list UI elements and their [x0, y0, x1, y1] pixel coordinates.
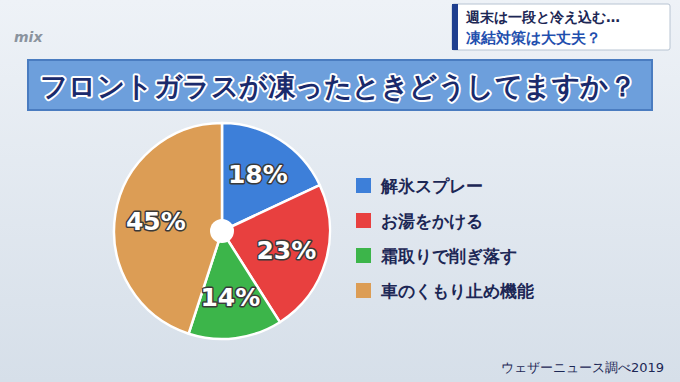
data-label: 18% — [228, 160, 288, 189]
slices — [114, 123, 330, 339]
logo: mix — [14, 29, 43, 45]
banner-box — [452, 4, 670, 50]
banner-line: 週末は一段と冷え込む… — [465, 9, 620, 25]
legend-swatch — [356, 213, 371, 228]
legend-label: 霜取りで削ぎ落す — [380, 246, 517, 266]
data-labels: 18% 23% 14% 45% — [126, 160, 316, 312]
legend: 解氷スプレーお湯をかける霜取りで削ぎ落す車のくもり止め機能 — [356, 176, 534, 301]
title-band — [28, 60, 652, 110]
legend-swatch — [356, 283, 371, 298]
data-label: 14% — [200, 283, 260, 312]
data-label: 45% — [126, 207, 186, 236]
banner-line: 凍結対策は大丈夫？ — [466, 29, 601, 47]
source: ウェザーニュース調べ2019 — [501, 360, 664, 375]
data-label: 23% — [256, 236, 316, 265]
legend-label: お湯をかける — [381, 211, 483, 231]
pie-hole — [210, 219, 234, 243]
legend-label: 解氷スプレー — [380, 176, 483, 196]
background — [0, 0, 680, 382]
banner-accent — [452, 4, 458, 50]
title: フロントガラスが凍ったときどうしてますか？ — [40, 70, 636, 103]
legend-label: 車のくもり止め機能 — [380, 281, 534, 301]
legend-swatch — [356, 248, 371, 263]
chart: mix 週末は一段と冷え込む… 凍結対策は大丈夫？ フロントガラスが凍ったときどうして… — [0, 0, 680, 382]
legend-swatch — [356, 178, 371, 193]
